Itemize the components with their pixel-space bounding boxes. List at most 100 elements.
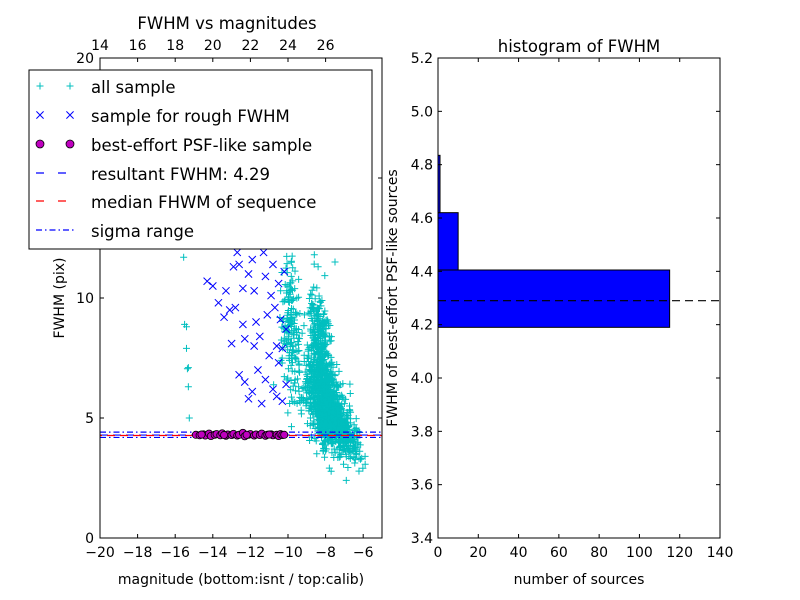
rough-fwhm-sample-point <box>229 262 238 271</box>
all-sample-point <box>283 252 291 260</box>
all-sample-point <box>300 311 308 319</box>
all-sample-point <box>344 442 352 450</box>
rough-fwhm-sample-point <box>227 339 236 348</box>
all-sample-point <box>305 344 313 352</box>
rough-fwhm-sample-point <box>278 344 287 353</box>
legend-marker-psf <box>35 139 45 149</box>
all-sample-point <box>291 267 299 275</box>
all-sample-point <box>287 338 295 346</box>
scatter-top-x-tick-label: 22 <box>241 38 259 54</box>
all-sample-point <box>342 476 350 484</box>
all-sample-point <box>308 305 316 313</box>
all-sample-point <box>322 347 330 355</box>
all-sample-point <box>333 360 341 368</box>
all-sample-point <box>309 368 317 376</box>
all-sample-point <box>312 437 320 445</box>
rough-fwhm-sample-point <box>238 320 247 329</box>
all-sample-point <box>286 286 294 294</box>
all-sample-point <box>346 443 354 451</box>
all-sample-point <box>352 446 360 454</box>
histogram-y-tick-label: 4.6 <box>411 211 433 227</box>
all-sample-point <box>336 392 344 400</box>
all-sample-point <box>294 337 302 345</box>
all-sample-point <box>327 359 335 367</box>
all-sample-point <box>270 381 278 389</box>
all-sample-point <box>285 317 293 325</box>
all-sample-point <box>321 272 329 280</box>
all-sample-point <box>345 422 353 430</box>
scatter-x-tick-label: −6 <box>353 545 374 561</box>
all-sample-point <box>313 318 321 326</box>
all-sample-point <box>302 379 310 387</box>
rough-fwhm-sample-point <box>214 298 223 307</box>
histogram-y-tick-label: 4.0 <box>411 371 433 387</box>
rough-fwhm-sample-point <box>267 291 276 300</box>
all-sample-point <box>327 333 335 341</box>
all-sample-point <box>361 460 369 468</box>
scatter-top-x-tick-label: 18 <box>166 38 184 54</box>
all-sample-point <box>279 298 287 306</box>
all-sample-point <box>331 403 339 411</box>
histogram-bar <box>438 212 459 271</box>
all-sample-point <box>284 409 292 417</box>
all-sample-point <box>298 329 306 337</box>
all-sample-point <box>331 371 339 379</box>
scatter-y-tick-label: 10 <box>76 291 94 307</box>
all-sample-point <box>295 383 303 391</box>
all-sample-point <box>335 367 343 375</box>
all-sample-point <box>280 373 288 381</box>
legend-swatch-sample-for-rough-fwhm <box>36 111 74 119</box>
scatter-x-tick-label: −10 <box>273 545 303 561</box>
histogram-axes-frame <box>437 57 721 539</box>
all-sample-point <box>287 272 295 280</box>
all-sample-point <box>322 316 330 324</box>
all-sample-point <box>356 447 364 455</box>
all-sample-point <box>316 423 324 431</box>
all-sample-point <box>346 380 354 388</box>
all-sample-point <box>288 296 296 304</box>
histogram-x-tick-label: 120 <box>666 545 693 561</box>
all-sample-point <box>325 464 333 472</box>
all-sample-point <box>277 287 285 295</box>
all-sample-point <box>307 399 315 407</box>
histogram-ticks: 0 20 40 60 80 100 120 140 3.4 3.6 3.8 4.0 4.2 4.4 4.6 4… <box>411 51 734 561</box>
all-sample-point <box>355 454 363 462</box>
all-sample-point <box>331 258 339 266</box>
all-sample-point <box>314 413 322 421</box>
all-sample-point <box>322 324 330 332</box>
histogram-bar <box>438 154 441 214</box>
all-sample-point <box>316 385 324 393</box>
psf-like-sample-point <box>220 431 229 440</box>
all-sample-point <box>340 400 348 408</box>
legend-marker-all-sample <box>36 82 44 90</box>
all-sample-point <box>350 421 358 429</box>
legend-item-resultant-fwhm: resultant FWHM: 4.29 <box>36 165 270 184</box>
all-sample-point <box>317 344 325 352</box>
psf-like-sample-points <box>191 428 289 441</box>
all-sample-point <box>315 292 323 300</box>
all-sample-point <box>302 361 310 369</box>
all-sample-point <box>337 410 345 418</box>
psf-like-sample-point <box>280 430 289 439</box>
rough-fwhm-sample-point <box>244 270 253 278</box>
all-sample-point <box>281 280 289 288</box>
histogram-y-tick-label: 5.2 <box>411 51 433 67</box>
all-sample-point <box>322 367 330 375</box>
all-sample-point <box>342 450 350 458</box>
all-sample-point <box>183 365 191 373</box>
all-sample-point <box>335 435 343 443</box>
histogram-y-tick-label: 3.6 <box>411 478 433 494</box>
all-sample-point <box>341 447 349 455</box>
all-sample-point <box>331 417 339 425</box>
psf-like-sample-point <box>265 430 274 439</box>
all-sample-point <box>302 398 310 406</box>
rough-fwhm-sample-point <box>282 325 291 334</box>
legend-box <box>28 69 373 250</box>
all-sample-point <box>289 382 297 390</box>
histogram-x-tick-label: 40 <box>510 545 528 561</box>
all-sample-point <box>352 426 360 434</box>
all-sample-point <box>301 383 309 391</box>
histogram-x-axis-label: number of sources <box>514 572 645 588</box>
rough-fwhm-sample-point <box>240 334 249 343</box>
all-sample-point <box>180 253 188 261</box>
